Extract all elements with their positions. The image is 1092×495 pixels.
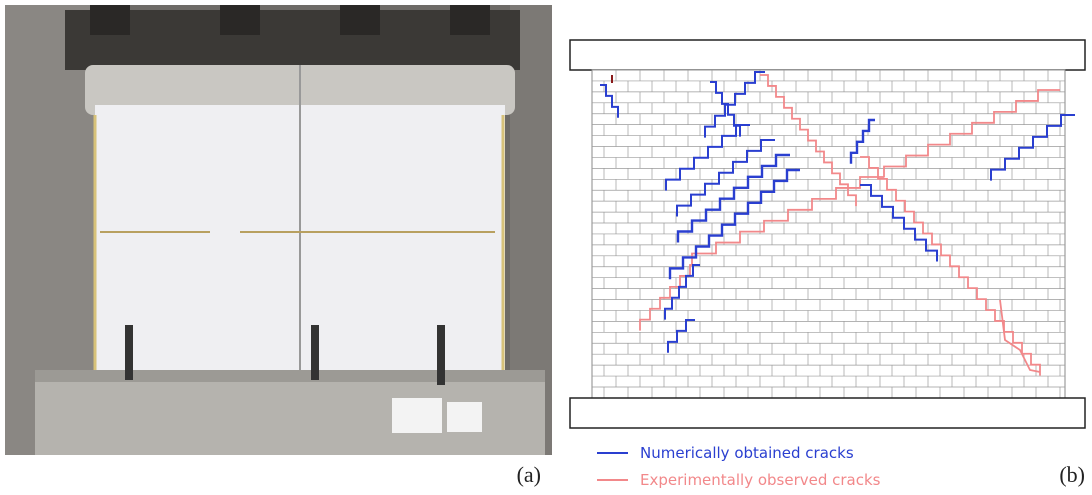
legend-label: Experimentally observed cracks	[640, 471, 881, 489]
crack	[990, 114, 1075, 181]
crack	[676, 153, 790, 243]
crack	[600, 84, 619, 118]
crack	[860, 156, 1041, 376]
crack	[668, 168, 800, 280]
photo	[5, 5, 552, 455]
crack	[849, 118, 875, 164]
crack	[691, 176, 884, 265]
crack	[999, 299, 1041, 373]
crack	[665, 124, 750, 191]
crack-diagram	[569, 39, 1086, 429]
crack	[664, 264, 700, 320]
panel-label: (a)	[517, 462, 541, 487]
panel-label: (b)	[1059, 462, 1085, 487]
crack	[704, 71, 765, 138]
crack	[760, 74, 857, 207]
crack	[860, 184, 938, 262]
legend-label: Numerically obtained cracks	[640, 444, 854, 462]
crack	[667, 319, 695, 353]
crack	[676, 139, 775, 217]
crack	[883, 89, 1060, 178]
